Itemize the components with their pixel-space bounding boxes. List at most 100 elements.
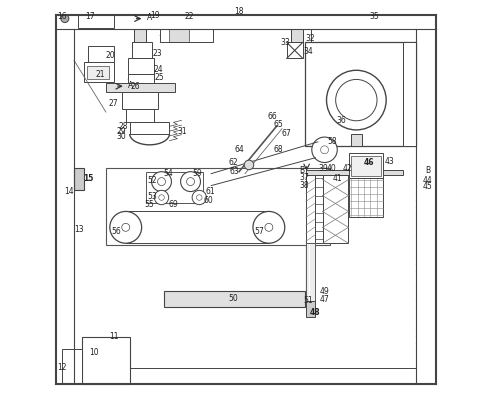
Text: 23: 23 xyxy=(153,49,163,58)
Text: 26: 26 xyxy=(131,83,140,91)
Text: 17: 17 xyxy=(85,12,95,21)
Text: 43: 43 xyxy=(384,157,394,166)
Text: A: A xyxy=(128,81,133,90)
Bar xyxy=(351,134,362,146)
Text: 20: 20 xyxy=(105,51,115,60)
Bar xyxy=(349,178,383,217)
Text: B: B xyxy=(299,166,304,175)
Bar xyxy=(84,62,114,82)
Text: 32: 32 xyxy=(305,34,315,43)
Bar xyxy=(311,28,416,42)
Circle shape xyxy=(192,190,206,205)
Circle shape xyxy=(312,137,337,162)
Text: 48: 48 xyxy=(310,308,321,317)
Bar xyxy=(306,243,315,301)
Bar xyxy=(169,28,189,42)
Text: 24: 24 xyxy=(154,65,164,73)
Text: 13: 13 xyxy=(74,225,83,234)
Circle shape xyxy=(152,172,171,192)
Text: 18: 18 xyxy=(234,7,244,16)
Circle shape xyxy=(197,195,202,200)
Bar xyxy=(128,74,154,83)
Text: 54: 54 xyxy=(164,169,173,178)
Text: 30: 30 xyxy=(116,132,126,141)
Bar xyxy=(323,175,348,243)
Text: 40: 40 xyxy=(327,164,336,173)
Text: 56: 56 xyxy=(112,227,122,236)
Text: 49: 49 xyxy=(320,287,329,296)
Bar xyxy=(291,28,303,42)
Text: 60: 60 xyxy=(203,196,213,205)
Bar xyxy=(128,58,154,74)
Text: 62: 62 xyxy=(228,158,238,167)
Bar xyxy=(130,122,169,134)
Bar xyxy=(78,15,114,28)
Circle shape xyxy=(335,79,377,121)
Text: 36: 36 xyxy=(336,116,346,125)
Bar xyxy=(315,175,323,243)
Text: 63: 63 xyxy=(229,167,239,176)
Bar xyxy=(126,109,154,122)
Text: 38: 38 xyxy=(300,181,309,190)
Bar xyxy=(62,349,82,384)
Bar xyxy=(146,172,203,203)
Bar xyxy=(287,42,303,58)
Text: 41: 41 xyxy=(332,174,342,183)
Circle shape xyxy=(110,211,142,243)
Bar xyxy=(74,369,416,384)
Bar xyxy=(74,168,84,190)
Bar xyxy=(306,174,315,243)
Circle shape xyxy=(61,15,69,23)
Text: B: B xyxy=(425,166,430,175)
Text: 51: 51 xyxy=(303,296,313,305)
Text: 27: 27 xyxy=(109,99,119,108)
Bar xyxy=(164,291,305,307)
Text: 15: 15 xyxy=(83,174,94,183)
Bar xyxy=(403,42,416,146)
Circle shape xyxy=(327,70,386,130)
Bar xyxy=(132,42,152,58)
Bar xyxy=(56,15,436,28)
Text: 59: 59 xyxy=(193,169,202,178)
Text: 67: 67 xyxy=(281,129,291,138)
Text: 42: 42 xyxy=(343,164,352,173)
Text: 19: 19 xyxy=(150,11,160,20)
Bar xyxy=(306,301,315,317)
Bar xyxy=(134,28,146,42)
Bar xyxy=(82,337,130,384)
Text: 55: 55 xyxy=(145,200,155,209)
Text: 28: 28 xyxy=(119,122,128,131)
Text: 10: 10 xyxy=(89,348,99,357)
Circle shape xyxy=(122,223,130,231)
Bar xyxy=(56,28,74,384)
Text: 14: 14 xyxy=(64,187,74,196)
Text: 58: 58 xyxy=(328,137,337,146)
Text: 66: 66 xyxy=(268,112,278,121)
Bar xyxy=(122,92,158,109)
Text: 39: 39 xyxy=(319,164,329,173)
Circle shape xyxy=(253,211,285,243)
Circle shape xyxy=(154,190,168,205)
Text: 37: 37 xyxy=(300,173,310,182)
Bar xyxy=(87,65,109,79)
Text: 25: 25 xyxy=(155,73,165,81)
Bar xyxy=(351,156,381,176)
Text: 57: 57 xyxy=(255,227,265,236)
Text: 46: 46 xyxy=(364,158,374,168)
Text: 34: 34 xyxy=(304,47,314,56)
Text: 44: 44 xyxy=(423,176,433,185)
Bar xyxy=(416,28,436,384)
Text: A: A xyxy=(147,13,152,22)
Bar xyxy=(106,83,175,92)
Circle shape xyxy=(158,178,165,186)
Text: 45: 45 xyxy=(423,182,433,191)
Text: 52: 52 xyxy=(148,176,157,185)
Text: 47: 47 xyxy=(320,295,329,304)
Text: 29: 29 xyxy=(117,127,126,136)
Text: 11: 11 xyxy=(109,332,119,341)
Text: 16: 16 xyxy=(57,12,67,21)
Text: 12: 12 xyxy=(57,363,67,372)
Bar xyxy=(305,42,416,146)
Circle shape xyxy=(244,160,254,170)
Bar xyxy=(106,168,330,245)
